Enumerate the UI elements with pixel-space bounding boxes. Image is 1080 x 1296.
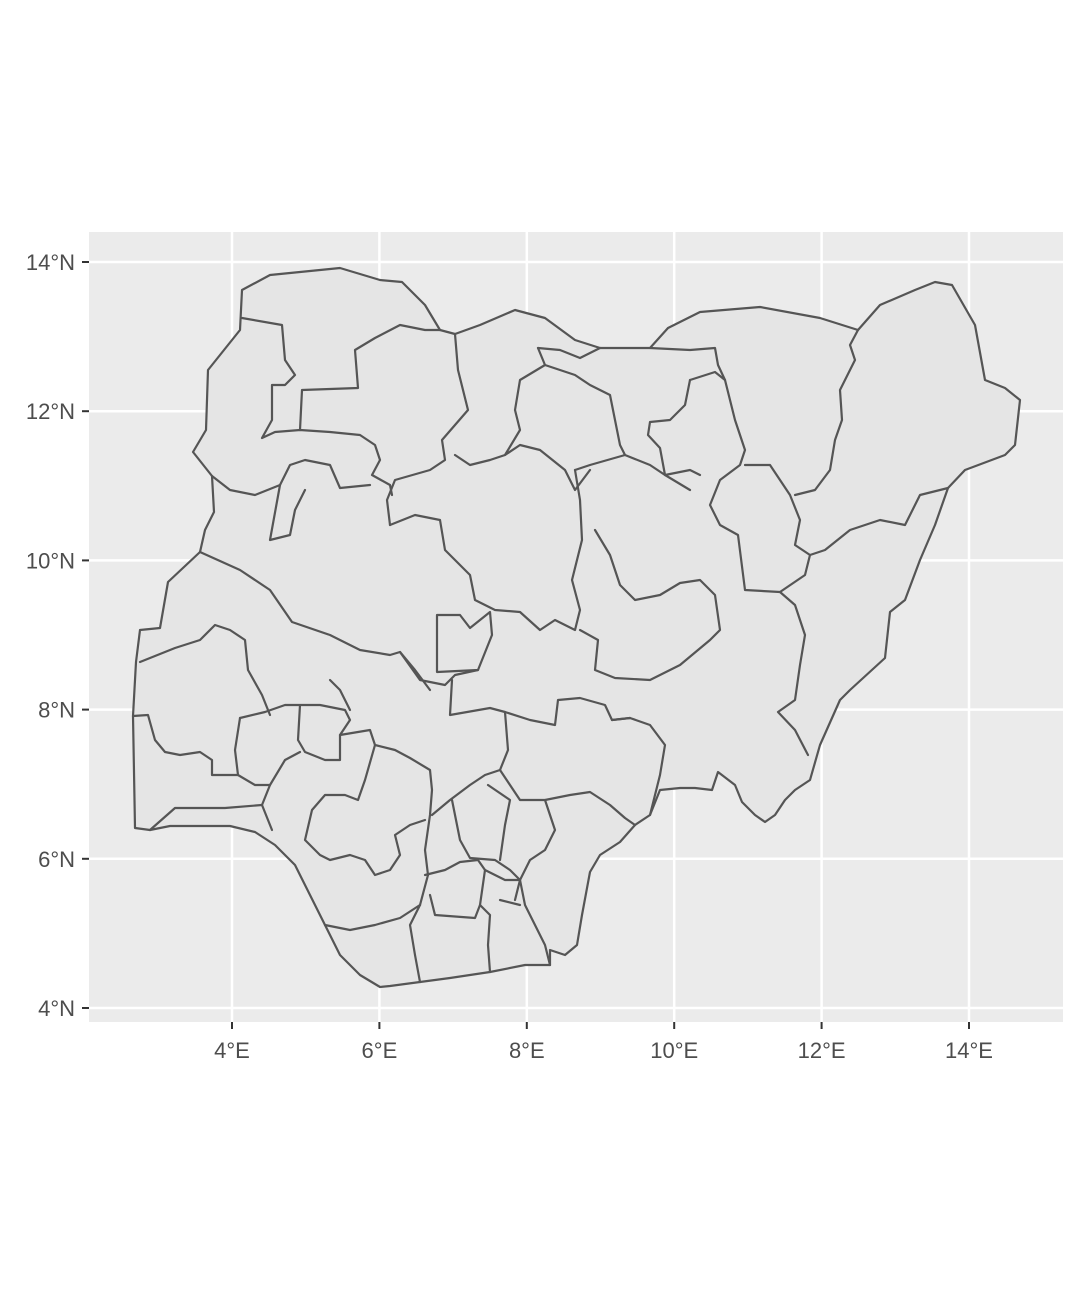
state-boundary: [453, 346, 547, 467]
x-tick-label: 6°E: [362, 1038, 398, 1063]
y-tick-label: 8°N: [38, 698, 75, 723]
state-boundary: [210, 458, 372, 497]
state-boundary: [398, 650, 480, 687]
state-boundary: [148, 803, 264, 832]
state-boundary: [388, 468, 584, 632]
state-boundary: [328, 678, 352, 712]
y-tick-label: 10°N: [26, 548, 75, 573]
state-boundary: [648, 346, 782, 594]
state-boundary: [298, 323, 442, 432]
y-tick-label: 4°N: [38, 996, 75, 1021]
x-tick-label: 4°E: [214, 1038, 250, 1063]
state-boundary: [478, 903, 492, 974]
state-boundary: [303, 743, 427, 877]
state-boundary: [483, 868, 552, 967]
state-boundary: [338, 728, 434, 877]
state-boundary: [448, 678, 632, 727]
state-boundary: [536, 346, 602, 360]
y-tick-label: 14°N: [26, 250, 75, 275]
state-boundaries: [131, 316, 950, 984]
x-tick-label: 8°E: [509, 1038, 545, 1063]
state-boundary: [808, 486, 950, 557]
state-boundary: [435, 610, 494, 674]
state-boundary: [688, 370, 727, 382]
state-boundary: [131, 713, 242, 777]
x-tick-label: 10°E: [650, 1038, 698, 1063]
state-boundary: [408, 873, 430, 984]
state-boundary: [793, 328, 860, 497]
x-axis: 4°E 6°E 8°E 10°E 12°E 14°E: [214, 1022, 993, 1063]
state-boundary: [138, 623, 272, 717]
x-tick-label: 12°E: [798, 1038, 846, 1063]
state-boundary: [498, 898, 522, 907]
state-boundary: [518, 798, 557, 882]
state-boundary: [268, 483, 307, 542]
state-boundary: [578, 528, 722, 682]
state-boundary: [240, 316, 394, 497]
state-boundary: [573, 453, 702, 477]
state-boundary: [610, 716, 667, 817]
state-boundary: [543, 363, 627, 457]
x-tick-label: 14°E: [945, 1038, 993, 1063]
state-boundary: [743, 463, 812, 757]
state-boundary: [486, 783, 512, 862]
y-axis: 4°N 6°N 8°N 10°N 12°N 14°N: [26, 250, 89, 1021]
y-tick-label: 6°N: [38, 847, 75, 872]
state-boundary: [260, 783, 274, 832]
state-boundary: [498, 768, 637, 827]
state-boundary: [646, 378, 692, 492]
state-boundary: [430, 710, 510, 817]
state-boundary: [323, 903, 422, 932]
state-boundary: [238, 703, 352, 762]
state-boundary: [503, 443, 592, 492]
state-boundary: [385, 332, 470, 527]
y-tick-label: 12°N: [26, 399, 75, 424]
